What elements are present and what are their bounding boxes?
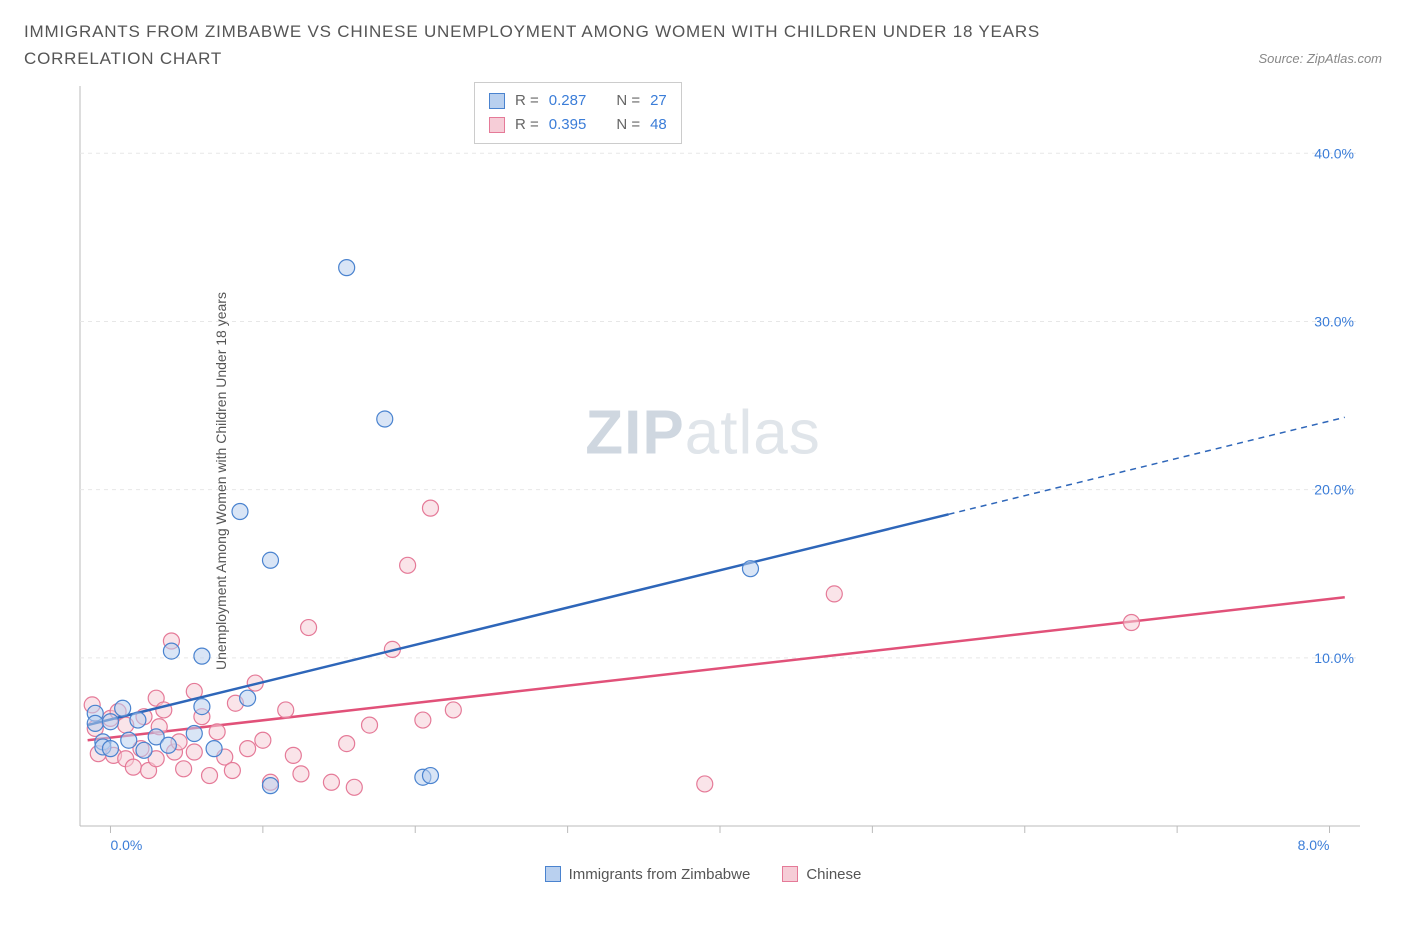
legend-label: Immigrants from Zimbabwe <box>569 866 751 883</box>
stats-row: R = 0.395 N = 48 <box>489 113 667 137</box>
n-value: 27 <box>650 89 667 113</box>
r-value: 0.287 <box>549 89 587 113</box>
r-label: R = <box>515 113 539 137</box>
legend-item: Chinese <box>782 866 861 883</box>
svg-text:0.0%: 0.0% <box>110 837 142 853</box>
svg-text:20.0%: 20.0% <box>1314 482 1354 498</box>
n-value: 48 <box>650 113 667 137</box>
r-label: R = <box>515 89 539 113</box>
svg-text:30.0%: 30.0% <box>1314 314 1354 330</box>
legend-swatch <box>782 866 798 882</box>
svg-text:10.0%: 10.0% <box>1314 650 1354 666</box>
legend-item: Immigrants from Zimbabwe <box>545 866 751 883</box>
n-label: N = <box>616 89 640 113</box>
svg-text:40.0%: 40.0% <box>1314 146 1354 162</box>
legend-swatch <box>545 866 561 882</box>
chart-container: Unemployment Among Women with Children U… <box>24 76 1382 886</box>
svg-text:8.0%: 8.0% <box>1298 837 1330 853</box>
source-attribution: Source: ZipAtlas.com <box>1258 51 1382 66</box>
legend-swatch <box>489 93 505 109</box>
series-legend: Immigrants from Zimbabwe Chinese <box>24 866 1382 887</box>
n-label: N = <box>616 113 640 137</box>
y-axis-label: Unemployment Among Women with Children U… <box>213 292 229 670</box>
r-value: 0.395 <box>549 113 587 137</box>
chart-title: IMMIGRANTS FROM ZIMBABWE VS CHINESE UNEM… <box>24 18 1144 72</box>
stats-legend-box: R = 0.287 N = 27 R = 0.395 N = 48 <box>474 82 682 144</box>
legend-label: Chinese <box>806 866 861 883</box>
stats-row: R = 0.287 N = 27 <box>489 89 667 113</box>
legend-swatch <box>489 117 505 133</box>
